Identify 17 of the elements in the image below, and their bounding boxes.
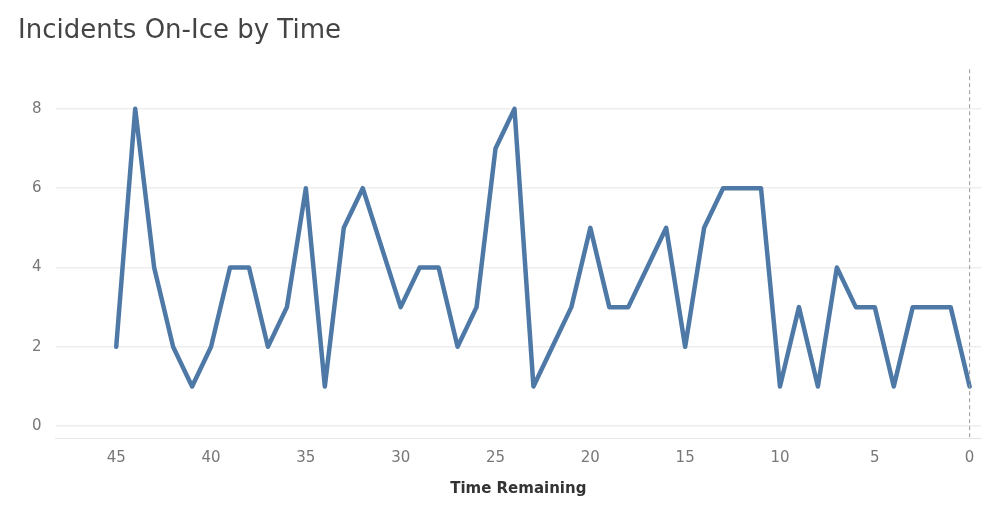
chart-title: Incidents On-Ice by Time [18,14,341,45]
x-tick-label: 25 [485,447,506,466]
y-tick-label: 4 [32,257,42,276]
y-tick-label: 0 [32,415,42,434]
y-tick-label: 2 [32,336,42,355]
x-tick-label: 20 [580,447,600,466]
x-tick-label: 10 [770,447,790,466]
y-tick-label: 6 [32,178,42,197]
x-tick-label: 5 [870,447,880,466]
x-tick-label: 30 [391,447,411,466]
x-tick-label: 45 [106,447,126,466]
x-tick-label: 0 [964,447,975,466]
x-axis-title: Time Remaining [450,478,587,497]
x-tick-label: 40 [201,447,221,466]
x-tick-label: 15 [675,447,695,466]
x-tick-label: 35 [296,447,316,466]
y-tick-label: 8 [32,98,42,117]
